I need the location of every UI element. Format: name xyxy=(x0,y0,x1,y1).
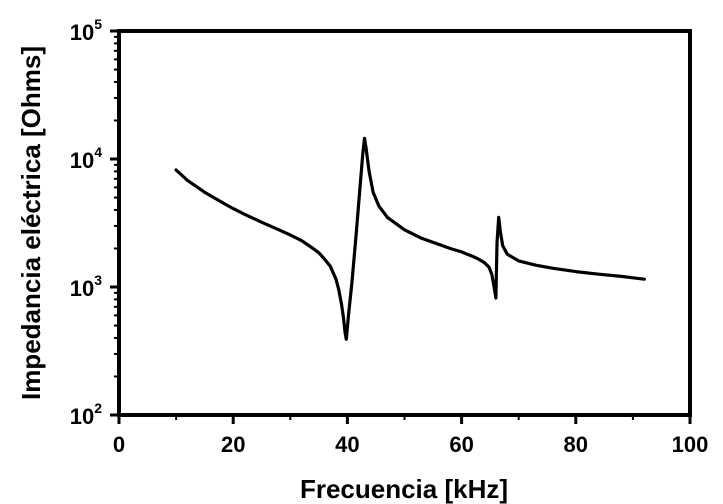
y-tick-exponent: 5 xyxy=(94,16,102,32)
y-tick-label: 105 xyxy=(70,16,102,45)
x-tick-label: 100 xyxy=(672,432,709,457)
x-tick-label: 20 xyxy=(221,432,245,457)
y-tick-label: 102 xyxy=(70,400,102,429)
y-tick-base: 10 xyxy=(70,20,94,45)
y-tick-base: 10 xyxy=(70,404,94,429)
y-axis-title: Impedancia eléctrica [Ohms] xyxy=(16,46,46,400)
x-tick-label: 60 xyxy=(449,432,473,457)
y-tick-exponent: 2 xyxy=(94,400,102,416)
x-axis-title: Frecuencia [kHz] xyxy=(300,474,508,504)
y-tick-base: 10 xyxy=(70,276,94,301)
y-tick-exponent: 4 xyxy=(94,144,102,160)
y-tick-exponent: 3 xyxy=(94,272,102,288)
x-tick-label: 80 xyxy=(564,432,588,457)
x-tick-label: 0 xyxy=(113,432,125,457)
plot-frame xyxy=(117,29,692,417)
y-tick-label: 103 xyxy=(70,272,102,301)
y-tick-base: 10 xyxy=(70,148,94,173)
impedance-series-line xyxy=(174,136,646,341)
x-tick-label: 40 xyxy=(335,432,359,457)
y-tick-label: 104 xyxy=(70,144,102,173)
